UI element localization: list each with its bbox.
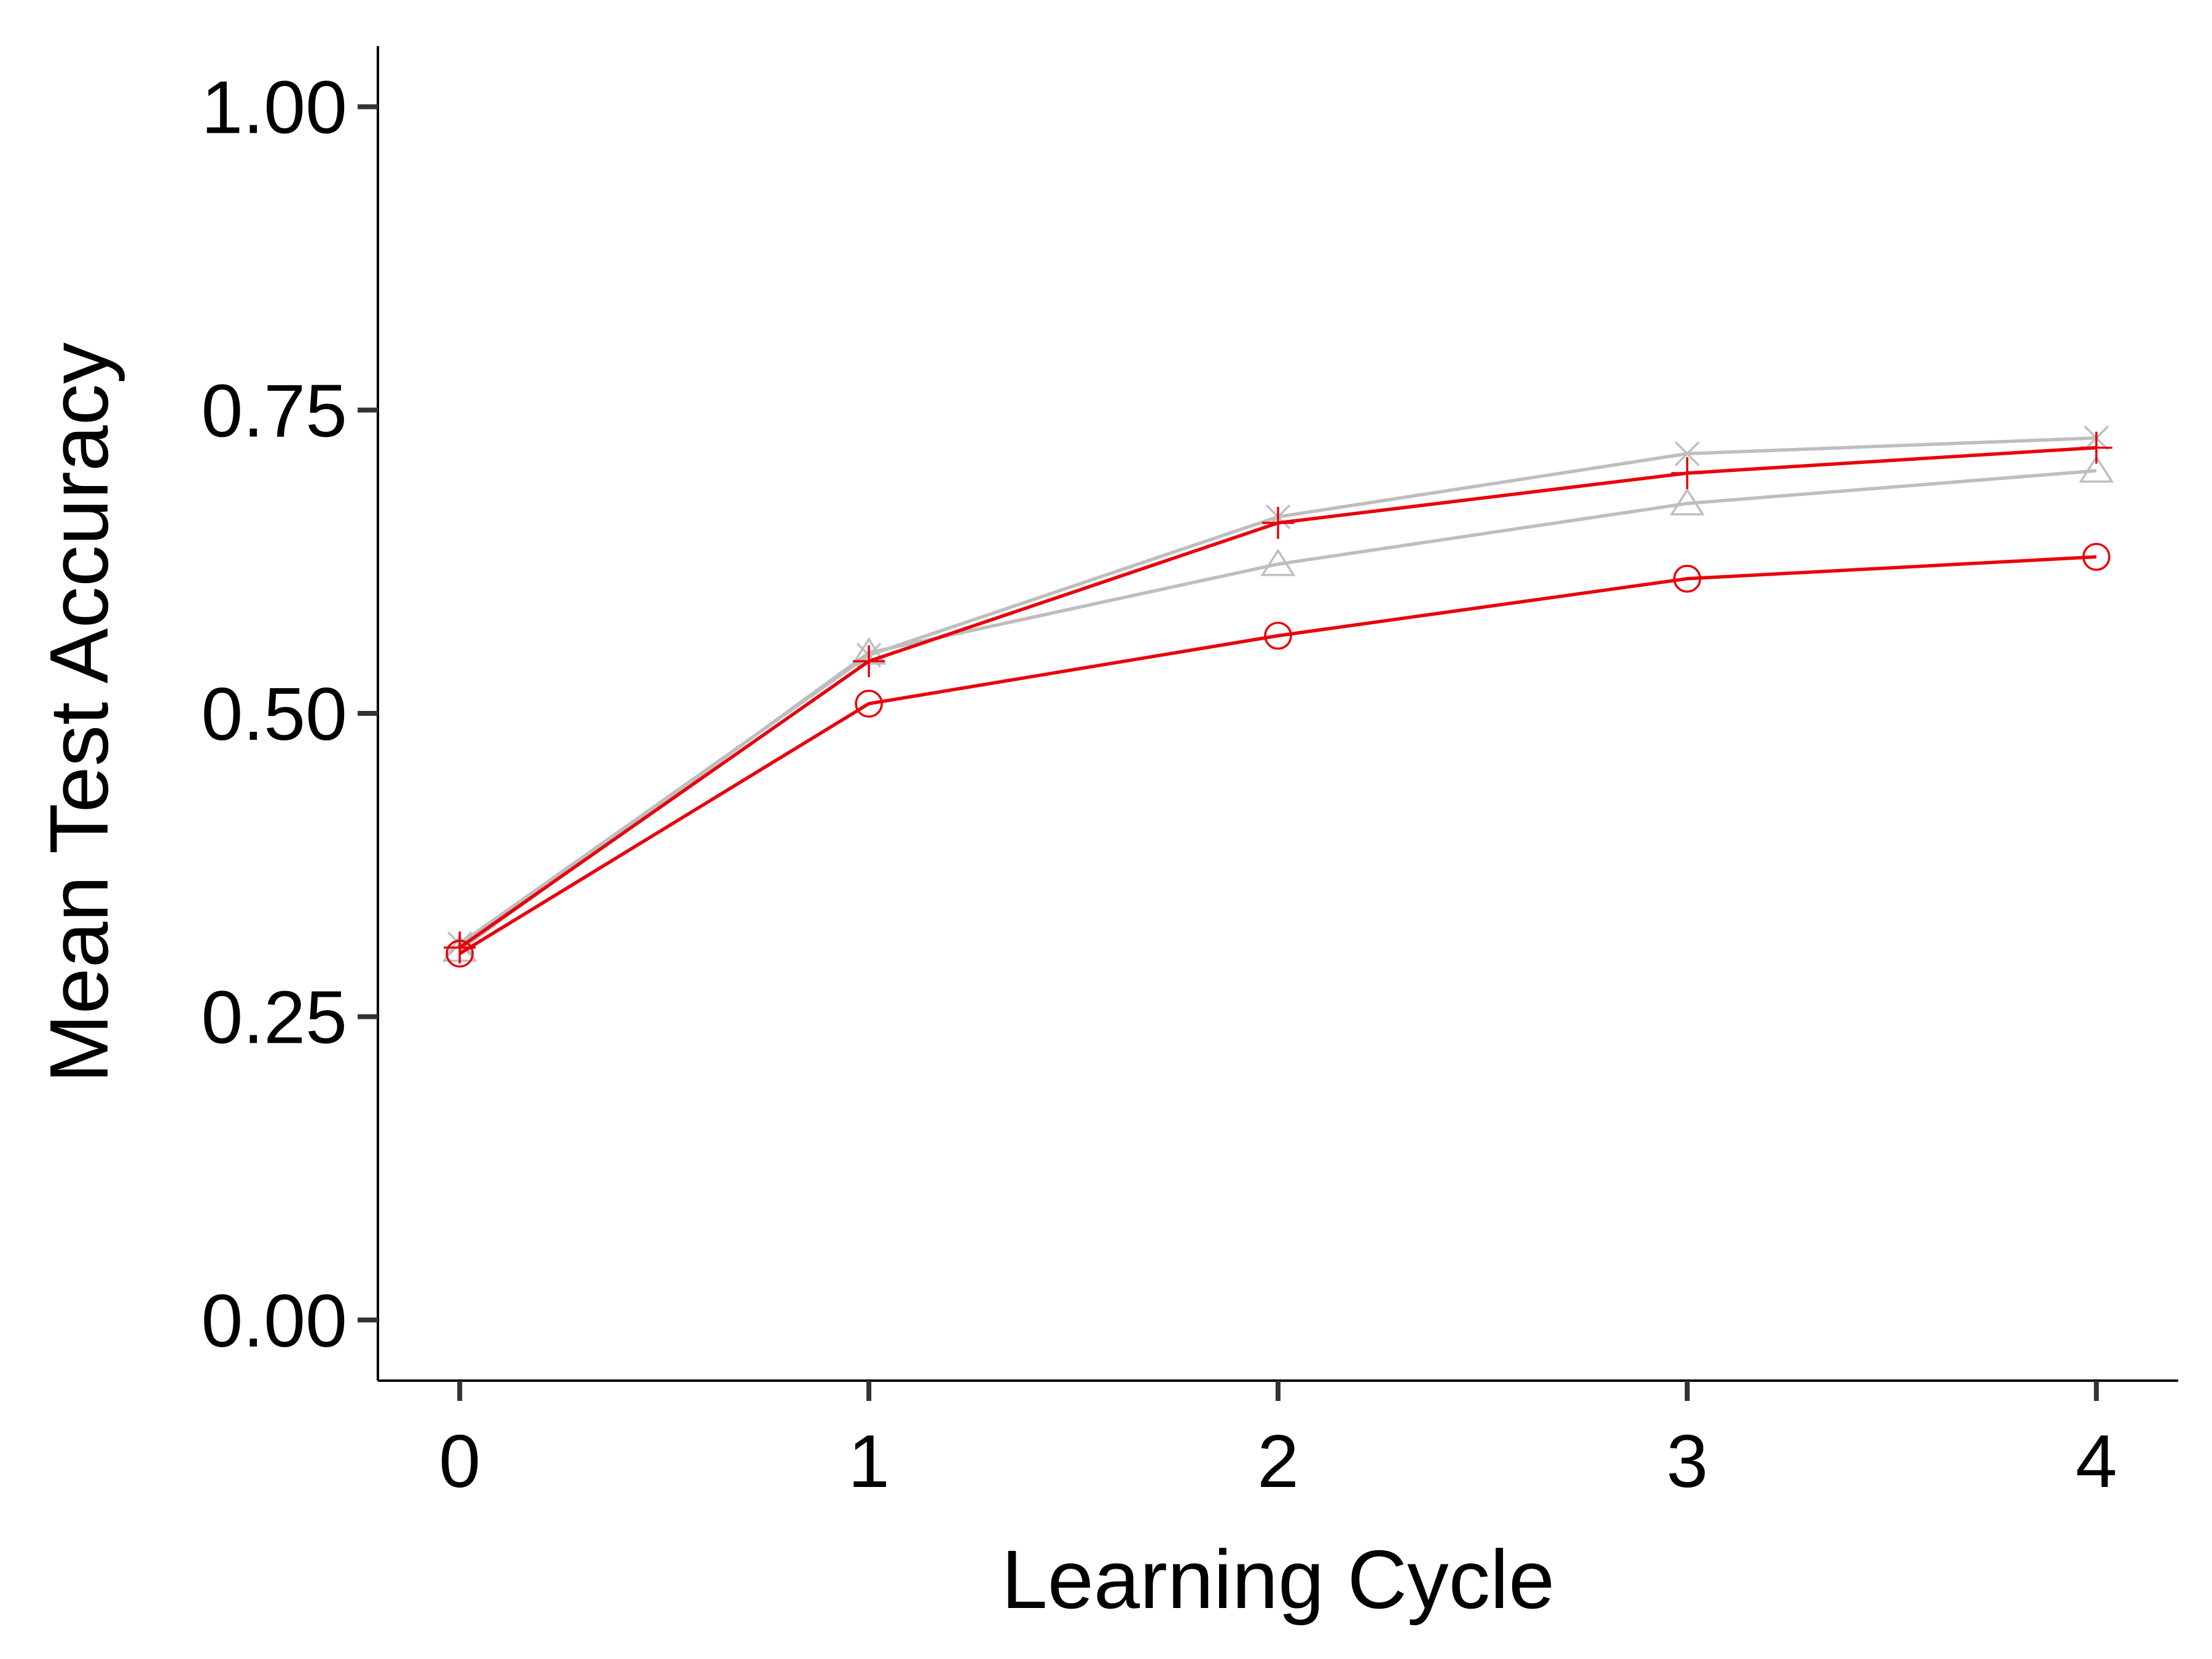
y-axis-title: Mean Test Accuracy [33,342,125,1083]
y-ticks: 0.00 0.25 0.50 0.75 1.00 [202,66,378,1362]
data-point-plus [1262,506,1294,539]
x-ticks: 0 1 2 3 4 [439,1381,2117,1503]
data-point-circle [1264,621,1292,650]
data-point-circle [445,939,474,968]
data-point-circle [855,689,883,718]
data-point-plus [2080,431,2112,464]
series-line [458,555,2096,955]
series-4 [445,543,2111,968]
series-3 [444,431,2112,964]
data-point-plus [1671,457,1703,490]
data-point-triangle [1260,548,1296,576]
data-point-circle [2082,543,2111,571]
plot-area: 0.00 0.25 0.50 0.75 1.00 0 1 2 3 4 [202,46,2178,1503]
y-tick-label: 0.75 [202,369,347,452]
y-tick-label: 0.50 [202,672,347,756]
data-point-circle [1673,565,1701,593]
y-tick-label: 0.25 [202,976,347,1059]
y-tick-label: 0.00 [202,1279,347,1362]
series-line [458,469,2097,952]
x-tick-label: 3 [1666,1419,1708,1503]
x-tick-label: 4 [2076,1419,2117,1503]
data-point-triangle [1669,488,1705,516]
y-tick-label: 1.00 [202,66,347,149]
x-axis-title: Learning Cycle [1002,1533,1555,1626]
data-point-x [1674,441,1700,466]
data-point-triangle [2079,455,2114,483]
series-1 [447,425,2109,957]
x-tick-label: 2 [1257,1419,1299,1503]
data-point-plus [853,645,885,678]
x-tick-label: 1 [848,1419,890,1503]
series-layer [442,425,2114,968]
x-tick-label: 0 [439,1419,480,1503]
